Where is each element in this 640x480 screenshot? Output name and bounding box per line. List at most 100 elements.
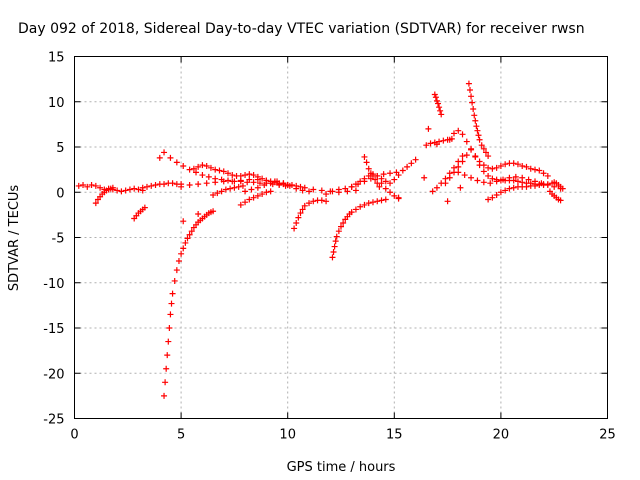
data-point (425, 125, 432, 132)
data-point (536, 167, 543, 174)
data-point (222, 186, 229, 193)
data-point (84, 183, 91, 190)
data-point (391, 192, 398, 199)
y-axis-label: SDTVAR / TECUs (7, 185, 22, 292)
data-point (335, 186, 342, 193)
data-point (468, 93, 475, 100)
series-arc-19 (378, 180, 402, 202)
data-point (519, 163, 526, 170)
data-point (523, 163, 530, 170)
data-point (310, 186, 317, 193)
series-isolated (156, 125, 464, 225)
data-point (161, 149, 168, 156)
data-point (254, 192, 261, 199)
data-point (190, 165, 197, 172)
data-point (457, 184, 464, 191)
data-point (178, 250, 185, 257)
data-point (306, 188, 313, 195)
data-point (161, 181, 168, 188)
data-point (254, 173, 261, 180)
y-tick-label: 10 (48, 96, 65, 111)
data-point (297, 210, 304, 217)
series-arc-13 (276, 181, 359, 196)
data-point (387, 189, 394, 196)
data-point (166, 325, 173, 331)
data-point (357, 203, 364, 210)
data-point (263, 189, 270, 196)
data-point (510, 184, 517, 191)
data-point (487, 180, 494, 187)
data-point (97, 184, 104, 191)
data-point (161, 392, 168, 399)
chart-title: Day 092 of 2018, Sidereal Day-to-day VTE… (18, 21, 585, 37)
data-point (193, 169, 200, 176)
data-point (408, 160, 415, 167)
data-point (380, 171, 387, 178)
data-point (352, 181, 359, 188)
data-point (468, 174, 475, 181)
data-point (212, 166, 219, 173)
data-point (459, 158, 466, 165)
data-point (182, 239, 189, 246)
x-tick-label: 15 (386, 428, 403, 443)
series-arc-03 (105, 185, 146, 195)
data-point (461, 172, 468, 179)
data-point (361, 175, 368, 182)
data-point (463, 138, 470, 145)
data-point (485, 172, 492, 179)
data-point (168, 300, 175, 307)
data-point (80, 182, 87, 189)
data-point (378, 180, 385, 187)
x-tick-label: 25 (599, 428, 616, 443)
data-point (469, 99, 476, 106)
data-point (148, 182, 155, 189)
data-point (186, 231, 193, 238)
data-point (188, 228, 195, 235)
data-point (178, 183, 185, 190)
data-point (438, 111, 445, 118)
data-point (459, 153, 466, 160)
data-point (365, 165, 372, 172)
data-point (429, 188, 436, 195)
data-point (139, 184, 146, 191)
data-point (442, 180, 449, 187)
data-point (256, 180, 263, 187)
data-point (493, 191, 500, 198)
data-point (387, 180, 394, 187)
data-point (472, 153, 479, 160)
data-point (500, 176, 507, 183)
data-point (180, 218, 187, 225)
data-point (329, 254, 336, 261)
data-point (169, 180, 176, 187)
data-point (465, 80, 472, 87)
data-point (514, 178, 521, 185)
data-point (480, 168, 487, 175)
data-point (427, 140, 434, 147)
data-point (105, 185, 112, 192)
y-tick-label: -10 (43, 277, 64, 292)
data-point (540, 170, 547, 177)
data-point (437, 107, 444, 114)
data-point (482, 149, 489, 156)
data-point (369, 172, 376, 179)
data-point (510, 160, 517, 167)
y-tick-label: 5 (56, 141, 64, 156)
series-arc-06 (161, 208, 217, 399)
series-arc-15 (329, 196, 389, 261)
data-point (186, 166, 193, 173)
data-point (502, 161, 509, 168)
data-point (404, 163, 411, 170)
data-point (171, 277, 178, 284)
data-point (559, 185, 566, 192)
data-point (180, 163, 187, 170)
data-point (205, 173, 212, 180)
y-tick-label: -25 (43, 413, 64, 428)
data-points (75, 80, 566, 399)
plot-frame (74, 56, 608, 419)
series-arc-28 (546, 188, 564, 204)
series-arc-20 (423, 135, 455, 149)
grid-lines (74, 56, 608, 419)
data-point (248, 186, 255, 193)
data-point (259, 191, 266, 198)
series-arc-27 (485, 180, 556, 203)
